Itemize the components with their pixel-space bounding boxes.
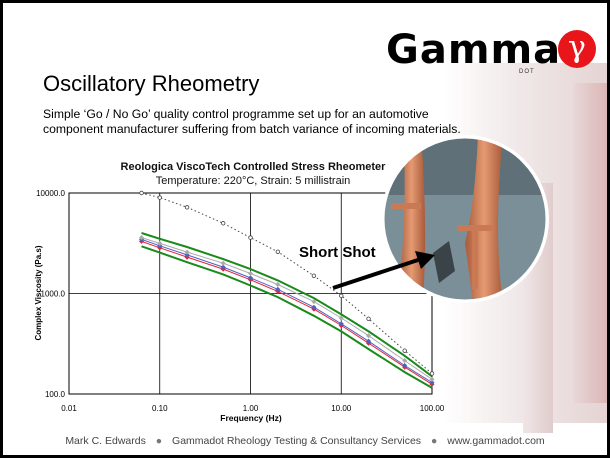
data-point: [429, 376, 435, 382]
chart-series: [138, 190, 435, 389]
y-tick-label: 10000.0: [36, 189, 65, 198]
callout-arrow: [332, 251, 435, 290]
x-tick-label: 0.10: [152, 404, 168, 413]
data-point: [138, 235, 145, 241]
x-tick-label: 1.00: [243, 404, 259, 413]
data-point: [366, 316, 371, 322]
data-point: [402, 348, 407, 353]
data-point: [275, 281, 281, 288]
data-point: [220, 264, 226, 270]
data-point: [429, 371, 435, 376]
grid: [69, 193, 432, 394]
company-logo: Gamma: [386, 27, 562, 73]
data-point: [184, 249, 190, 255]
footer-author: Mark C. Edwards: [65, 435, 146, 447]
data-point: [402, 362, 408, 369]
x-tick-label: 0.01: [61, 404, 77, 413]
y-axis-label: Complex Viscosity (Pa.s): [34, 245, 43, 340]
data-point: [157, 240, 163, 246]
y-tick-label: 1000.0: [41, 290, 66, 299]
footer-website: www.gammadot.com: [447, 435, 545, 447]
data-point: [429, 380, 435, 386]
footer: Mark C. Edwards ● Gammadot Rheology Test…: [3, 435, 607, 447]
data-point: [139, 190, 144, 196]
data-point: [184, 205, 190, 210]
data-point: [311, 304, 317, 310]
data-point: [247, 270, 254, 277]
footer-separator-icon: ●: [155, 435, 163, 447]
data-point: [402, 358, 408, 364]
chart-subtitle: Temperature: 220°C, Strain: 5 millistrai…: [155, 175, 351, 187]
viscosity-chart: 0.01 0.10 1.00 10.00 100.00 100.0 1000.0 10000.…: [34, 135, 549, 423]
data-point: [220, 221, 226, 226]
data-point: [366, 333, 372, 339]
data-point: [366, 338, 372, 344]
slide: Gamma DOT γ Oscillatory Rheometry Simple…: [3, 3, 607, 455]
series-line-lower-limit: [141, 245, 433, 389]
gamma-logo-icon: γ: [558, 30, 596, 68]
data-point: [247, 275, 254, 281]
x-tick-label: 100.00: [420, 404, 445, 413]
data-point: [220, 260, 226, 266]
axis-ticks: 0.01 0.10 1.00 10.00 100.00 100.0 1000.0 10000.…: [36, 189, 445, 413]
data-point: [275, 286, 281, 292]
company-logo-subtext: DOT: [519, 69, 535, 75]
footer-company: Gammadot Rheology Testing & Consultancy …: [172, 435, 422, 447]
footer-separator-icon: ●: [430, 435, 438, 447]
data-point: [339, 293, 344, 298]
x-axis-label: Frequency (Hz): [220, 413, 282, 423]
data-point: [338, 315, 344, 321]
data-point: [157, 195, 162, 200]
series-line-upper-limit: [141, 232, 433, 378]
data-point: [338, 321, 344, 327]
y-tick-label: 100.0: [45, 390, 66, 399]
slide-subtitle: Simple ‘Go / No Go’ quality control prog…: [43, 107, 461, 136]
data-point: [184, 252, 190, 258]
data-point: [275, 249, 281, 254]
background-bar: [573, 83, 607, 403]
chart-title: Reologica ViscoTech Controlled Stress Rh…: [120, 161, 386, 173]
x-tick-label: 10.00: [331, 404, 352, 413]
slide-title: Oscillatory Rheometry: [43, 71, 260, 96]
short-shot-callout: Short Shot: [299, 244, 376, 261]
data-point: [311, 273, 317, 279]
data-point: [311, 299, 317, 305]
data-point: [248, 235, 253, 240]
